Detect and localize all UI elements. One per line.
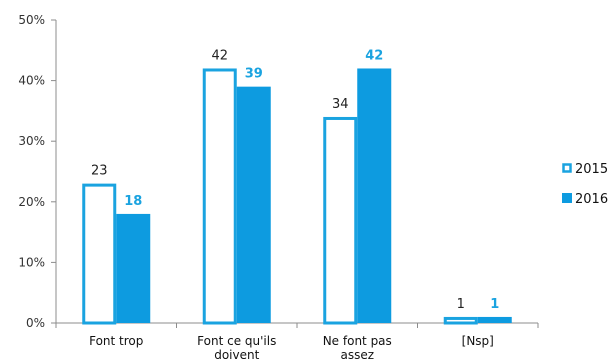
data-label-2015-0: 23 (91, 164, 108, 179)
data-label-2016-1: 39 (245, 67, 263, 82)
data-label-2015-1: 42 (211, 48, 228, 63)
bar-2016-0 (116, 213, 151, 323)
bars (82, 68, 512, 325)
y-tick-label: 20% (18, 195, 45, 209)
bar-2015-0 (82, 183, 117, 325)
bar-2016-3 (477, 316, 512, 323)
bar-2016-1 (236, 86, 271, 323)
data-label-2016-2: 42 (365, 48, 383, 63)
y-tick-label: 0% (26, 316, 45, 330)
bar-2015-2 (323, 116, 358, 325)
legend: 2015 2016 (562, 162, 608, 207)
legend-label-2016: 2016 (575, 192, 608, 207)
bar-2016-2 (357, 68, 392, 323)
bar-2015-3 (443, 316, 478, 325)
data-label-2016-0: 18 (124, 194, 142, 209)
x-axis-ticks (55, 323, 539, 328)
data-label-2016-3: 1 (490, 297, 499, 312)
category-label: assez (340, 348, 374, 360)
y-axis-ticks: 0% 10% 20% 30% 40% 50% (18, 13, 56, 330)
category-label: Font trop (89, 334, 143, 348)
y-tick-label: 40% (18, 74, 45, 88)
data-label-2015-3: 1 (457, 297, 465, 312)
data-label-2015-2: 34 (332, 97, 349, 112)
y-tick-label: 50% (18, 13, 45, 27)
category-label: [Nsp] (462, 334, 494, 348)
bar-2015-1 (202, 68, 237, 325)
legend-swatch-2016 (562, 193, 572, 203)
category-label: Font ce qu'ils (197, 334, 276, 348)
legend-swatch-2015 (562, 163, 572, 173)
legend-label-2015: 2015 (575, 162, 608, 177)
category-label: Ne font pas (323, 334, 392, 348)
category-label: doivent (214, 348, 259, 360)
y-tick-label: 30% (18, 134, 45, 148)
data-labels: 23 42 34 1 18 39 42 1 (91, 48, 499, 311)
y-tick-label: 10% (18, 255, 45, 269)
